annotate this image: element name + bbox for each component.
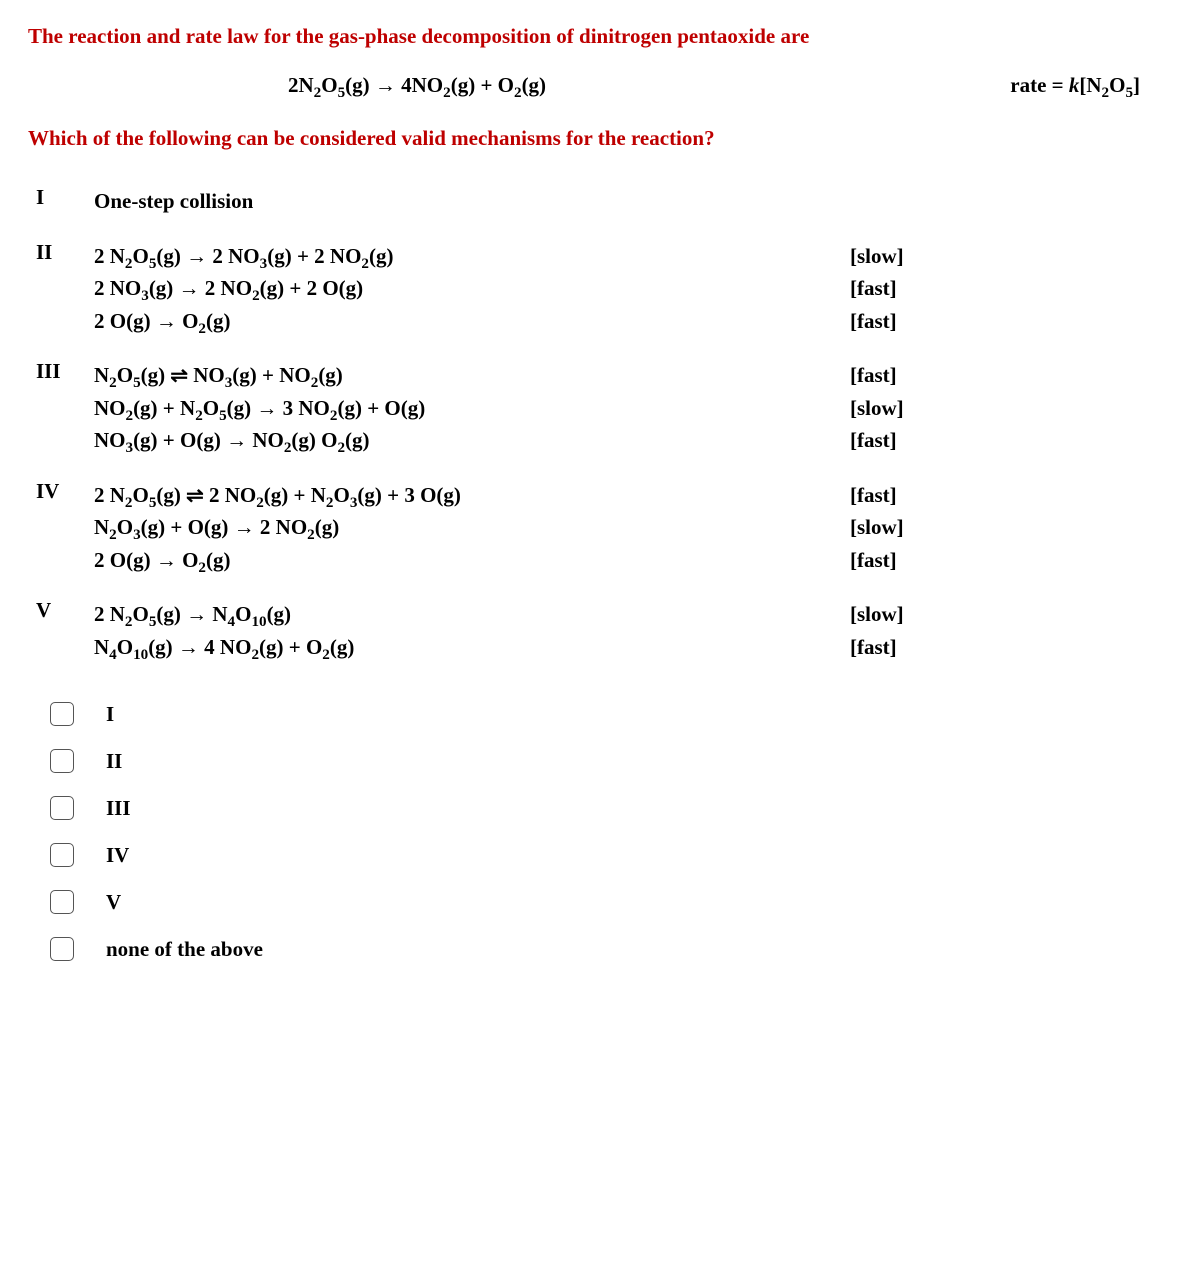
rate-label: [fast] bbox=[850, 305, 1150, 338]
mechanism-steps: 2 N2O5(g) → 2 NO3(g) + 2 NO2(g) 2 NO3(g)… bbox=[94, 234, 850, 354]
mechanism-numeral: V bbox=[28, 592, 94, 679]
mechanism-step: 2 N2O5(g) → 2 NO3(g) + 2 NO2(g) bbox=[94, 240, 810, 273]
checkbox-icon[interactable] bbox=[50, 796, 74, 820]
intro-text: The reaction and rate law for the gas-ph… bbox=[28, 24, 1150, 49]
rate-label: [slow] bbox=[850, 511, 1150, 544]
answer-options: I II III IV V none of the above bbox=[50, 702, 1150, 962]
checkbox-icon[interactable] bbox=[50, 702, 74, 726]
question-text: Which of the following can be considered… bbox=[28, 126, 1150, 151]
rate-label: [fast] bbox=[850, 631, 1150, 664]
rate-label: [fast] bbox=[850, 544, 1150, 577]
option-label: V bbox=[106, 890, 121, 915]
mechanism-step: One-step collision bbox=[94, 185, 810, 218]
mechanism-row: I One-step collision bbox=[28, 179, 1150, 234]
checkbox-icon[interactable] bbox=[50, 843, 74, 867]
rate-law: rate = k[N2O5] bbox=[1010, 73, 1140, 98]
overall-reaction-row: 2N2O5(g) → 4NO2(g) + O2(g) rate = k[N2O5… bbox=[28, 73, 1150, 98]
mechanism-row: V 2 N2O5(g) → N4O10(g) N4O10(g) → 4 NO2(… bbox=[28, 592, 1150, 679]
rate-label: [fast] bbox=[850, 424, 1150, 457]
mechanism-step: N2O3(g) + O(g) → 2 NO2(g) bbox=[94, 511, 810, 544]
mechanism-rates bbox=[850, 179, 1150, 234]
mechanism-numeral: IV bbox=[28, 473, 94, 593]
checkbox-icon[interactable] bbox=[50, 749, 74, 773]
mechanism-step: 2 O(g) → O2(g) bbox=[94, 544, 810, 577]
mechanism-rates: [fast] [slow] [fast] bbox=[850, 353, 1150, 473]
option-row[interactable]: III bbox=[50, 796, 1150, 821]
mechanism-step: 2 O(g) → O2(g) bbox=[94, 305, 810, 338]
mechanism-rates: [slow] [fast] bbox=[850, 592, 1150, 679]
mechanism-numeral: II bbox=[28, 234, 94, 354]
checkbox-icon[interactable] bbox=[50, 890, 74, 914]
mechanisms-table: I One-step collision II 2 N2O5(g) → 2 NO… bbox=[28, 179, 1150, 680]
option-row[interactable]: II bbox=[50, 749, 1150, 774]
option-label: III bbox=[106, 796, 131, 821]
mechanism-numeral: I bbox=[28, 179, 94, 234]
rate-label: [fast] bbox=[850, 359, 1150, 392]
mechanism-row: II 2 N2O5(g) → 2 NO3(g) + 2 NO2(g) 2 NO3… bbox=[28, 234, 1150, 354]
mechanism-step: 2 N2O5(g) → N4O10(g) bbox=[94, 598, 810, 631]
option-label: none of the above bbox=[106, 937, 263, 962]
mechanism-steps: 2 N2O5(g) ⇌ 2 NO2(g) + N2O3(g) + 3 O(g) … bbox=[94, 473, 850, 593]
rate-label: [fast] bbox=[850, 272, 1150, 305]
mechanism-rates: [slow] [fast] [fast] bbox=[850, 234, 1150, 354]
mechanism-rates: [fast] [slow] [fast] bbox=[850, 473, 1150, 593]
rate-label: [slow] bbox=[850, 240, 1150, 273]
mechanism-steps: 2 N2O5(g) → N4O10(g) N4O10(g) → 4 NO2(g)… bbox=[94, 592, 850, 679]
mechanism-step: 2 NO3(g) → 2 NO2(g) + 2 O(g) bbox=[94, 272, 810, 305]
option-label: I bbox=[106, 702, 114, 727]
mechanism-row: IV 2 N2O5(g) ⇌ 2 NO2(g) + N2O3(g) + 3 O(… bbox=[28, 473, 1150, 593]
mechanism-step: 2 N2O5(g) ⇌ 2 NO2(g) + N2O3(g) + 3 O(g) bbox=[94, 479, 810, 512]
overall-equation: 2N2O5(g) → 4NO2(g) + O2(g) bbox=[288, 73, 546, 98]
option-row[interactable]: I bbox=[50, 702, 1150, 727]
option-row[interactable]: IV bbox=[50, 843, 1150, 868]
option-label: II bbox=[106, 749, 122, 774]
mechanism-row: III N2O5(g) ⇌ NO3(g) + NO2(g) NO2(g) + N… bbox=[28, 353, 1150, 473]
option-label: IV bbox=[106, 843, 129, 868]
mechanism-numeral: III bbox=[28, 353, 94, 473]
rate-label: [slow] bbox=[850, 598, 1150, 631]
rate-label: [slow] bbox=[850, 392, 1150, 425]
rate-label: [fast] bbox=[850, 479, 1150, 512]
mechanism-step: N4O10(g) → 4 NO2(g) + O2(g) bbox=[94, 631, 810, 664]
option-row[interactable]: V bbox=[50, 890, 1150, 915]
mechanism-steps: One-step collision bbox=[94, 179, 850, 234]
mechanism-step: NO3(g) + O(g) → NO2(g) O2(g) bbox=[94, 424, 810, 457]
mechanism-step: N2O5(g) ⇌ NO3(g) + NO2(g) bbox=[94, 359, 810, 392]
checkbox-icon[interactable] bbox=[50, 937, 74, 961]
mechanism-steps: N2O5(g) ⇌ NO3(g) + NO2(g) NO2(g) + N2O5(… bbox=[94, 353, 850, 473]
option-row[interactable]: none of the above bbox=[50, 937, 1150, 962]
mechanism-step: NO2(g) + N2O5(g) → 3 NO2(g) + O(g) bbox=[94, 392, 810, 425]
